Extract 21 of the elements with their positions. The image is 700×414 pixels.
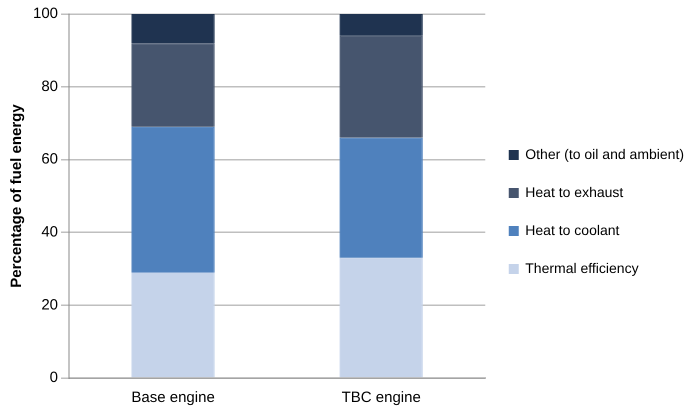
bar: [131, 14, 215, 44]
legend-label: Thermal efficiency: [525, 260, 639, 276]
y-tick-label: 20: [41, 296, 58, 314]
legend-label: Heat to coolant: [525, 222, 620, 238]
legend-label: Heat to exhaust: [525, 184, 624, 200]
bar: [340, 138, 423, 258]
y-tick-label: 80: [41, 78, 58, 95]
bar: [340, 36, 423, 138]
x-tick-label: Base engine: [131, 389, 215, 406]
y-tick-label: 60: [41, 150, 58, 168]
bar: [340, 258, 423, 378]
y-tick-label: 40: [41, 224, 58, 241]
bar: [131, 272, 215, 378]
y-tick-label: 0: [50, 369, 58, 386]
bar: [131, 126, 215, 272]
legend-label: Other (to oil and ambient): [525, 146, 684, 162]
bar: [131, 43, 215, 127]
x-tick-label: TBC engine: [342, 389, 421, 406]
y-tick-label: 100: [32, 5, 58, 22]
bar: [340, 14, 423, 36]
y-axis-title: Percentage of fuel energy: [8, 104, 26, 288]
